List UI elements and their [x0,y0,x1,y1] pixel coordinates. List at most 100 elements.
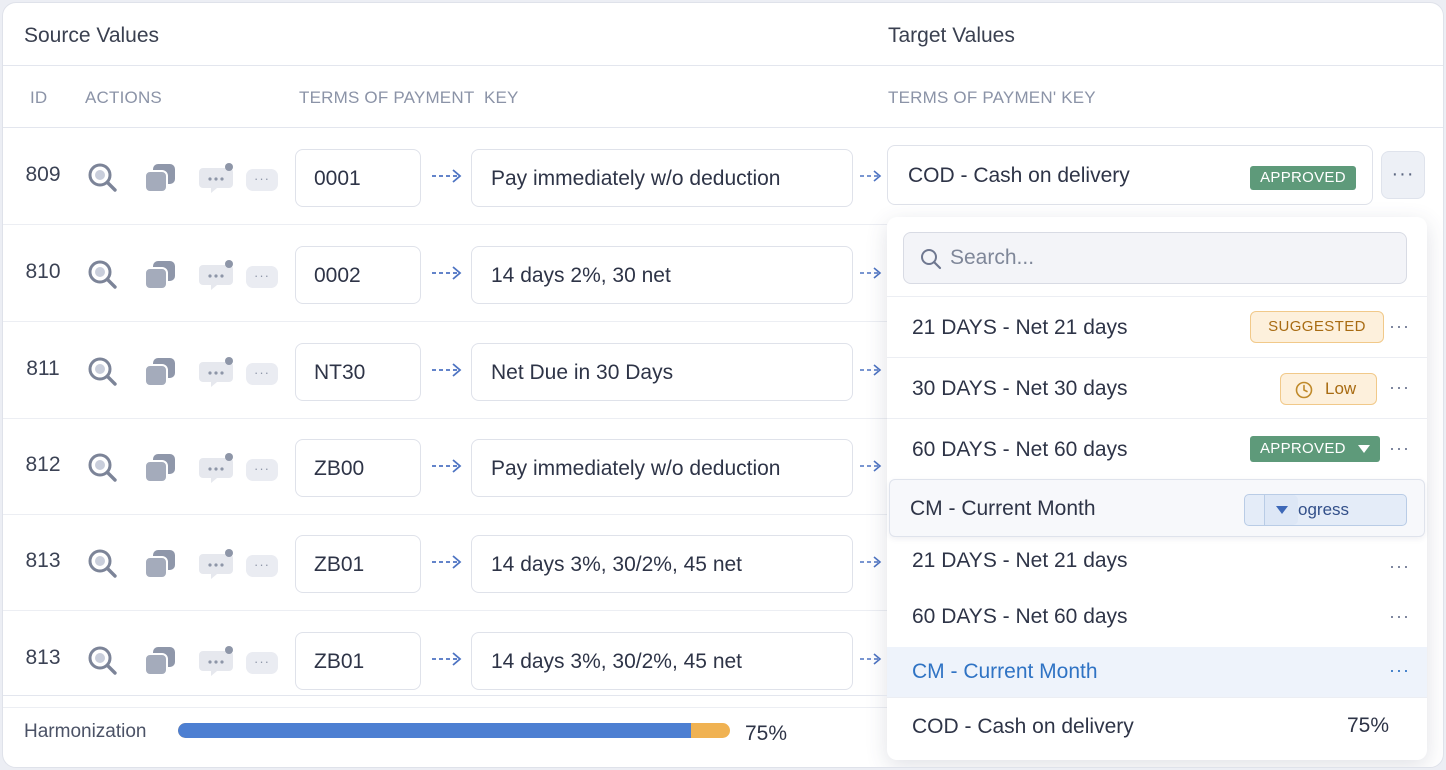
divider [887,418,1427,419]
dropdown-item-label: CM - Current Month [912,660,1098,683]
low-priority-badge: Low [1280,373,1377,405]
dropdown-item[interactable]: 60 DAYS - Net 60 days APPROVED ··· [887,419,1427,479]
source-code-field[interactable]: ZB00 [295,439,421,497]
search-icon[interactable] [86,547,120,581]
target-values-heading: Target Values [888,24,1015,47]
source-values-heading: Source Values [24,24,160,47]
row-more-button[interactable]: ··· [246,266,278,288]
row-id: 810 [25,260,61,283]
arrow-right-icon [858,166,884,186]
dropdown-item-active[interactable]: CM - Current Month ··· [887,647,1427,697]
arrow-right-icon [858,649,884,669]
row-more-button[interactable]: ··· [246,555,278,577]
divider [887,697,1427,698]
divider [3,224,887,225]
source-code-field[interactable]: 0002 [295,246,421,304]
comment-icon[interactable] [198,259,236,293]
table-row: 809 ··· 0001 Pay immediately w/o deduction [3,129,1443,225]
source-description-field[interactable]: 14 days 3%, 30/2%, 45 net [471,535,853,593]
copy-icon[interactable] [141,451,179,485]
dropdown-item-more-button[interactable]: ··· [1389,606,1410,626]
comment-icon[interactable] [198,452,236,486]
source-description-field[interactable]: 14 days 3%, 30/2%, 45 net [471,632,853,690]
dropdown-item-current-month[interactable]: CM - Current Month In progress [889,479,1425,537]
comment-icon[interactable] [198,645,236,679]
source-code-field[interactable]: 0001 [295,149,421,207]
dropdown-item-more-button[interactable]: ··· [1389,377,1410,397]
row-id: 809 [25,163,61,186]
low-priority-label: Low [1325,379,1357,398]
dropdown-item-more-button[interactable]: ··· [1389,438,1410,458]
comment-icon[interactable] [198,162,236,196]
copy-icon[interactable] [141,547,179,581]
search-icon[interactable] [86,161,120,195]
dropdown-item-label: 21 DAYS - Net 21 days [912,549,1128,572]
status-dropdown-toggle[interactable] [1264,495,1298,525]
row-id: 813 [25,646,61,669]
comment-icon[interactable] [198,548,236,582]
dropdown-item[interactable]: COD - Cash on delivery 75% [887,698,1427,756]
table-row: 812 ··· ZB00 Pay immediately w/o deduction [3,419,1443,515]
dropdown-item-more-button[interactable]: ··· [1389,660,1410,680]
dropdown-item-more-button[interactable]: ··· [1389,316,1410,336]
divider [887,296,1427,297]
dropdown-item[interactable]: 21 DAYS - Net 21 days SUGGESTED ··· [887,297,1427,357]
copy-icon[interactable] [141,644,179,678]
dropdown-item-label: 60 DAYS - Net 60 days [912,605,1128,628]
arrow-right-icon [430,648,464,670]
source-code-field[interactable]: ZB01 [295,632,421,690]
arrow-right-icon [858,263,884,283]
row-more-button[interactable]: ··· [246,652,278,674]
divider [3,610,887,611]
dropdown-item[interactable]: 21 DAYS - Net 21 days ··· [887,539,1427,593]
dropdown-item-label: COD - Cash on delivery [912,715,1134,738]
copy-icon[interactable] [141,258,179,292]
source-description-field[interactable]: Pay immediately w/o deduction [471,149,853,207]
table-row: 810 ··· 0002 14 days 2%, 30 net [3,226,1443,322]
search-icon[interactable] [86,451,120,485]
row-more-button[interactable]: ··· [246,363,278,385]
source-code-field[interactable]: ZB01 [295,535,421,593]
target-more-button[interactable]: ··· [1381,151,1425,199]
status-badge-approved: APPROVED [1250,166,1356,190]
dropdown-item-label: 60 DAYS - Net 60 days [912,438,1128,461]
divider [3,707,887,708]
arrow-right-icon [430,551,464,573]
row-more-button[interactable]: ··· [246,459,278,481]
dropdown-item-label: 30 DAYS - Net 30 days [912,377,1128,400]
divider [3,127,1443,128]
dropdown-item-more-button[interactable]: ··· [1389,556,1410,576]
in-progress-status-select[interactable]: In progress [1244,494,1407,526]
search-icon[interactable] [86,258,120,292]
arrow-right-icon [430,455,464,477]
suggested-badge: SUGGESTED [1250,311,1384,343]
search-icon[interactable] [86,644,120,678]
copy-icon[interactable] [141,355,179,389]
dropdown-item-label: 21 DAYS - Net 21 days [912,316,1128,339]
arrow-right-icon [430,262,464,284]
dropdown-item[interactable]: 30 DAYS - Net 30 days Low ··· [887,358,1427,418]
dropdown-search [903,232,1407,284]
chevron-down-icon [1276,506,1288,514]
harmonization-progress-bar [178,723,730,738]
harmonization-percent: 75% [745,722,788,745]
copy-icon[interactable] [141,161,179,195]
divider [887,357,1427,358]
chevron-down-icon [1358,445,1370,453]
source-code-field[interactable]: NT30 [295,343,421,401]
search-input[interactable] [950,243,1390,273]
column-header-actions: ACTIONS [85,88,162,107]
row-more-button[interactable]: ··· [246,169,278,191]
dropdown-item[interactable]: 60 DAYS - Net 60 days ··· [887,593,1427,647]
approved-status-dropdown[interactable]: APPROVED [1250,436,1380,462]
source-description-field[interactable]: Net Due in 30 Days [471,343,853,401]
comment-icon[interactable] [198,356,236,390]
search-icon[interactable] [86,355,120,389]
source-description-field[interactable]: 14 days 2%, 30 net [471,246,853,304]
target-value-label: COD - Cash on delivery [908,164,1130,187]
column-header-target-key: TERMS OF PAYMEN' KEY [888,88,1096,107]
dropdown-item-value: 75% [1347,714,1390,737]
arrow-right-icon [430,359,464,381]
arrow-right-icon [858,456,884,476]
source-description-field[interactable]: Pay immediately w/o deduction [471,439,853,497]
